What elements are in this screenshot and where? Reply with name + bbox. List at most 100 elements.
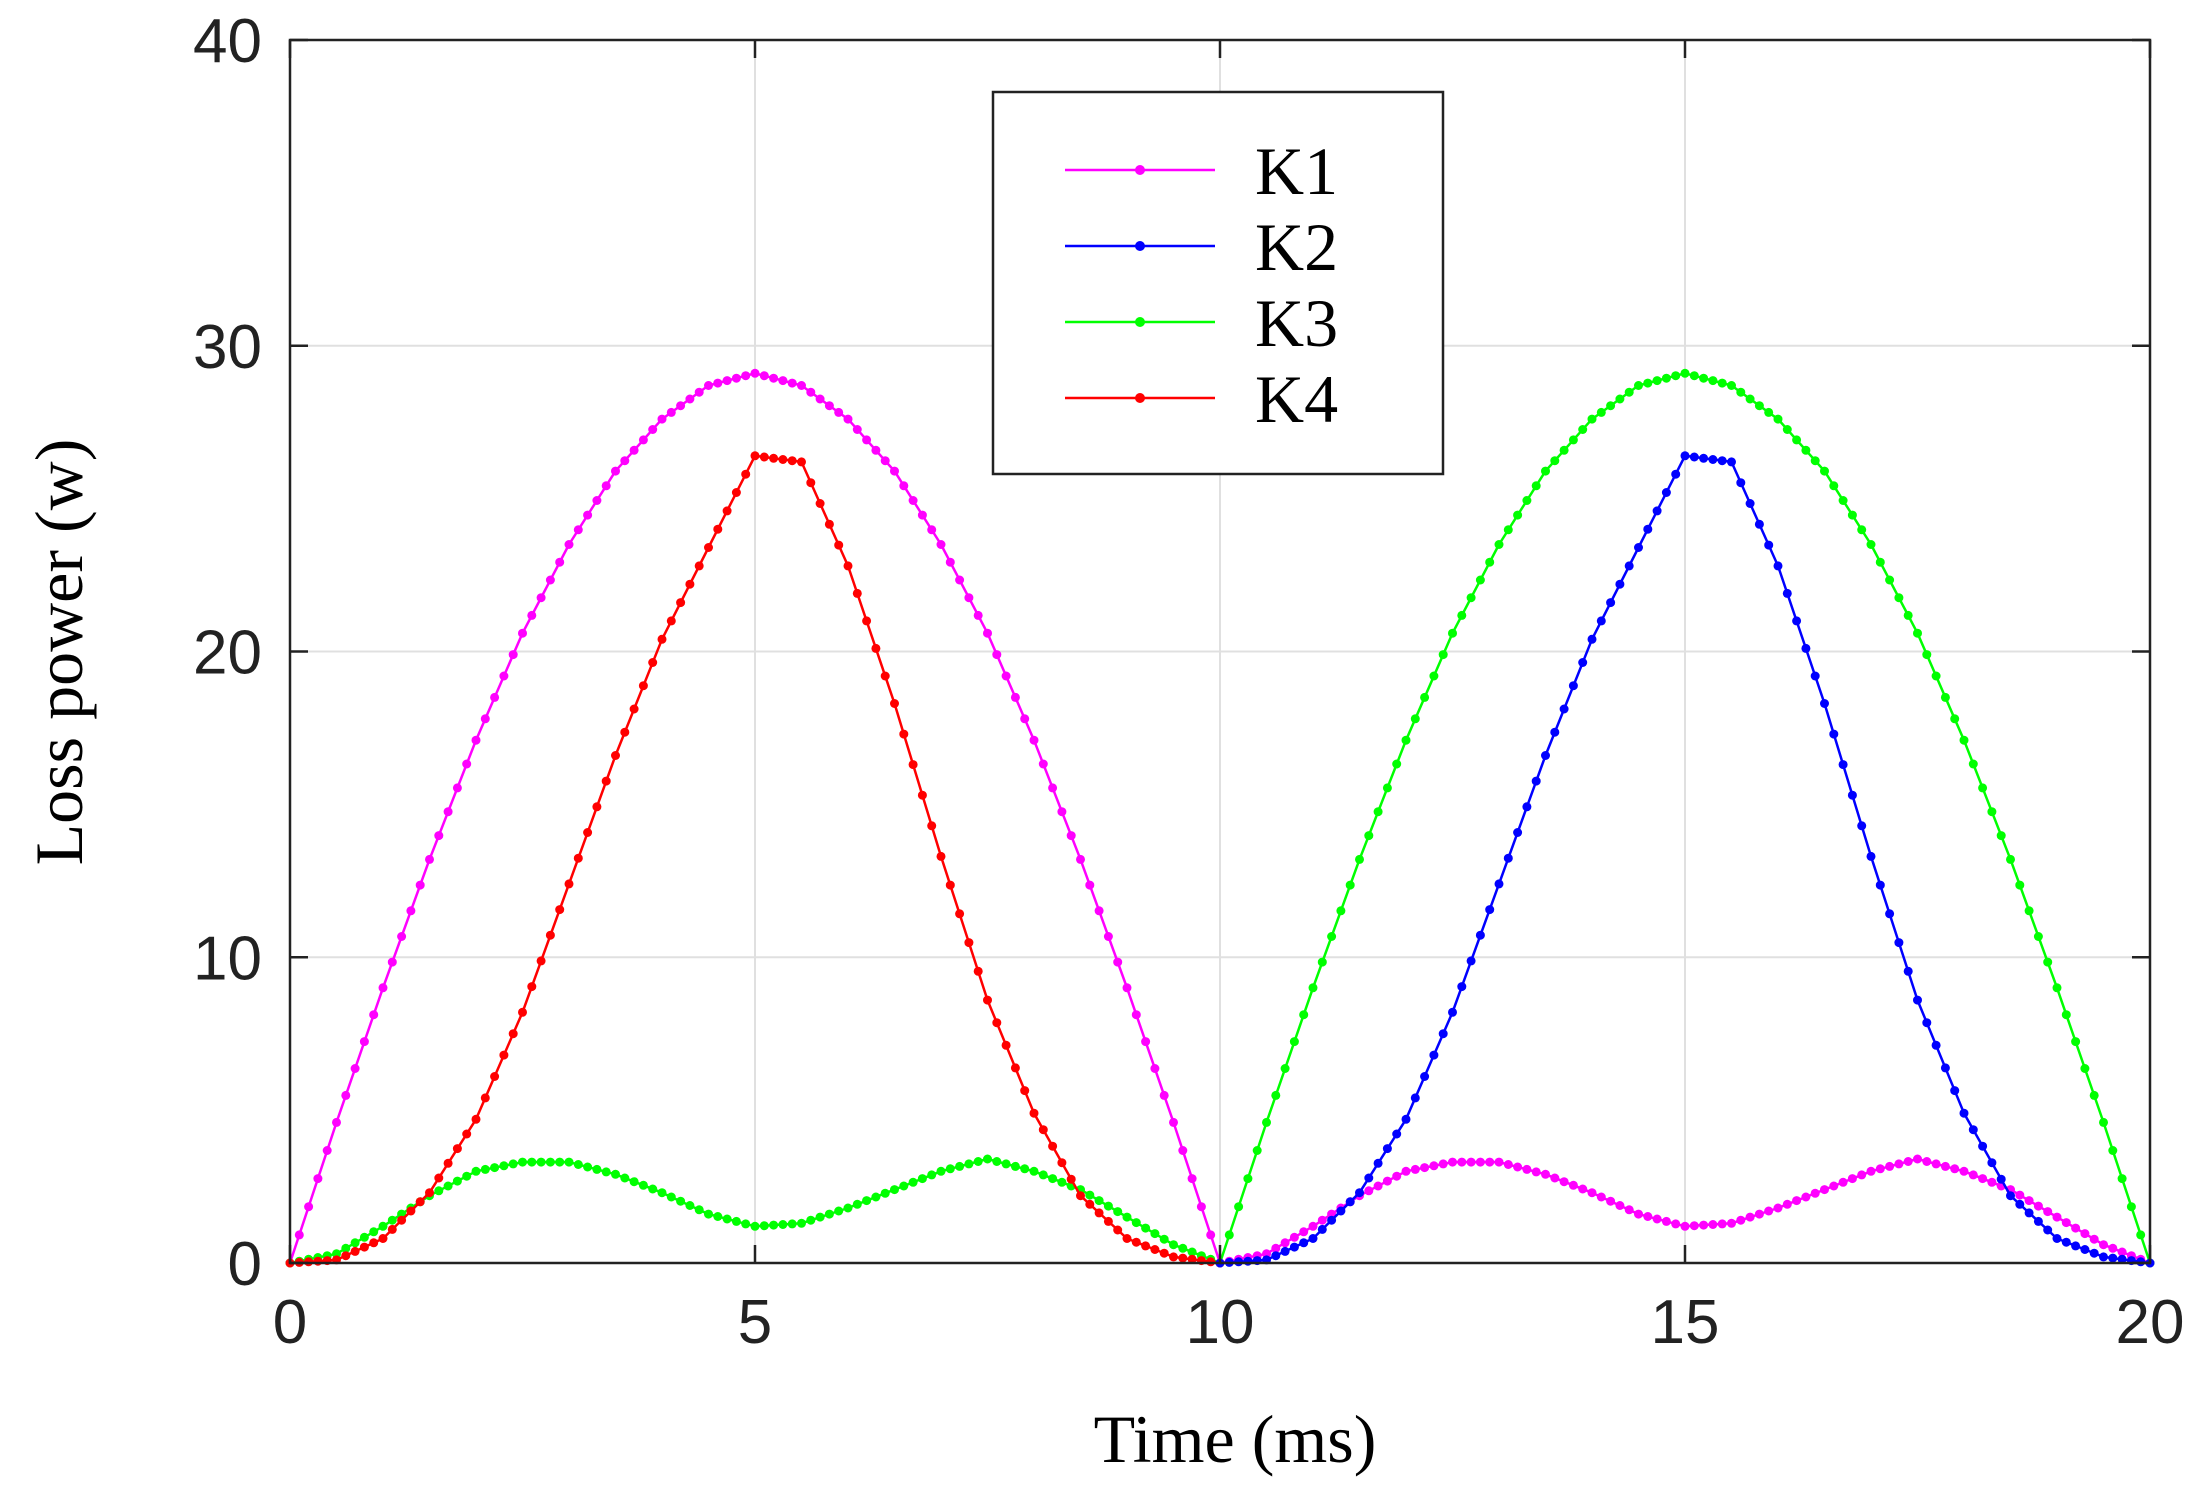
data-point-k3 bbox=[2089, 1090, 2099, 1100]
data-point-k1 bbox=[1894, 1159, 1904, 1169]
legend-label: K2 bbox=[1255, 209, 1338, 285]
data-point-k1 bbox=[1903, 1157, 1913, 1166]
data-point-k3 bbox=[1438, 650, 1448, 660]
data-point-k1 bbox=[1875, 1164, 1885, 1174]
data-point-k3 bbox=[1996, 831, 2006, 841]
data-point-k3 bbox=[1364, 831, 1374, 841]
data-point-k3 bbox=[592, 1164, 602, 1174]
data-point-k4 bbox=[759, 452, 769, 462]
data-point-k4 bbox=[769, 453, 779, 463]
data-point-k1 bbox=[983, 628, 992, 638]
data-point-k1 bbox=[2099, 1240, 2108, 1250]
data-point-k3 bbox=[1680, 368, 1690, 378]
data-point-k3 bbox=[824, 1209, 834, 1219]
y-tick-label: 20 bbox=[193, 619, 262, 688]
data-point-k1 bbox=[452, 783, 462, 793]
data-point-k4 bbox=[1103, 1216, 1113, 1226]
data-point-k2 bbox=[1736, 478, 1746, 488]
data-point-k2 bbox=[1931, 1040, 1941, 1050]
data-point-k3 bbox=[787, 1219, 797, 1229]
data-point-k3 bbox=[806, 1215, 816, 1225]
data-point-k2 bbox=[1280, 1246, 1290, 1256]
data-point-k1 bbox=[1559, 1177, 1569, 1187]
data-point-k3 bbox=[2080, 1064, 2090, 1073]
data-point-k1 bbox=[1150, 1064, 1160, 1073]
data-point-k3 bbox=[1522, 496, 1532, 505]
data-point-k4 bbox=[369, 1238, 379, 1248]
data-point-k3 bbox=[1820, 466, 1829, 476]
data-point-k4 bbox=[676, 598, 686, 608]
data-point-k3 bbox=[518, 1157, 527, 1167]
data-point-k3 bbox=[1513, 510, 1523, 520]
data-point-k3 bbox=[2136, 1230, 2146, 1240]
data-point-k2 bbox=[2061, 1237, 2071, 1247]
data-point-k2 bbox=[1243, 1256, 1253, 1266]
data-point-k3 bbox=[555, 1157, 565, 1167]
data-point-k3 bbox=[1643, 378, 1653, 388]
data-point-k3 bbox=[1634, 381, 1643, 390]
data-point-k3 bbox=[955, 1161, 965, 1171]
data-point-k1 bbox=[815, 394, 825, 404]
data-point-k4 bbox=[1085, 1199, 1095, 1209]
data-point-k3 bbox=[704, 1209, 713, 1219]
data-point-k3 bbox=[731, 1216, 741, 1226]
data-point-k3 bbox=[620, 1173, 630, 1183]
data-point-k2 bbox=[1420, 1072, 1430, 1081]
data-point-k4 bbox=[1141, 1241, 1151, 1251]
data-point-k3 bbox=[1234, 1202, 1244, 1212]
data-point-k1 bbox=[1475, 1157, 1485, 1167]
data-point-k1 bbox=[1671, 1219, 1681, 1229]
data-point-k2 bbox=[1289, 1242, 1299, 1252]
data-point-k3 bbox=[1485, 557, 1495, 567]
data-point-k3 bbox=[1057, 1177, 1067, 1187]
data-point-k4 bbox=[564, 879, 574, 889]
data-point-k1 bbox=[2117, 1247, 2127, 1257]
data-point-k4 bbox=[1187, 1254, 1197, 1264]
data-point-k1 bbox=[1466, 1157, 1476, 1167]
data-point-k1 bbox=[1541, 1169, 1550, 1179]
data-point-k2 bbox=[1475, 930, 1485, 940]
data-point-k1 bbox=[341, 1090, 351, 1100]
data-point-k1 bbox=[1717, 1219, 1727, 1229]
data-point-k2 bbox=[2108, 1253, 2118, 1263]
data-point-k3 bbox=[778, 1220, 788, 1229]
data-point-k1 bbox=[508, 650, 518, 660]
data-point-k3 bbox=[666, 1192, 676, 1202]
data-point-k3 bbox=[564, 1157, 574, 1167]
data-point-k2 bbox=[1531, 776, 1541, 786]
data-point-k4 bbox=[434, 1173, 444, 1183]
data-point-k3 bbox=[1857, 525, 1867, 535]
data-point-k3 bbox=[759, 1221, 769, 1231]
data-point-k4 bbox=[778, 455, 788, 464]
data-point-k3 bbox=[1894, 593, 1904, 603]
data-point-k3 bbox=[1457, 610, 1467, 620]
data-point-k1 bbox=[1448, 1157, 1457, 1167]
data-point-k2 bbox=[1754, 519, 1764, 529]
data-point-k4 bbox=[1029, 1108, 1039, 1118]
data-point-k3 bbox=[1922, 650, 1932, 660]
data-point-k3 bbox=[1913, 628, 1922, 638]
data-point-k1 bbox=[1457, 1157, 1467, 1167]
data-point-k3 bbox=[1885, 575, 1895, 585]
series-k2 bbox=[1215, 451, 2155, 1268]
data-point-k4 bbox=[573, 853, 583, 863]
x-tick-label: 10 bbox=[1186, 1288, 1255, 1357]
data-point-k3 bbox=[1652, 376, 1662, 386]
data-point-k4 bbox=[341, 1251, 351, 1261]
data-point-k3 bbox=[1122, 1212, 1132, 1222]
data-point-k3 bbox=[1503, 525, 1513, 535]
data-point-k4 bbox=[397, 1215, 407, 1225]
data-point-k1 bbox=[1485, 1157, 1495, 1167]
data-point-k3 bbox=[1113, 1207, 1123, 1217]
data-point-k3 bbox=[2043, 957, 2053, 967]
data-point-k4 bbox=[741, 469, 751, 479]
data-point-k4 bbox=[1001, 1040, 1011, 1050]
data-point-k1 bbox=[1866, 1166, 1876, 1176]
data-point-k2 bbox=[2015, 1199, 2025, 1209]
data-point-k1 bbox=[694, 387, 704, 397]
data-point-k1 bbox=[406, 906, 416, 916]
data-point-k1 bbox=[1048, 783, 1058, 793]
series-group bbox=[285, 368, 2155, 1268]
data-point-k1 bbox=[1066, 831, 1076, 841]
